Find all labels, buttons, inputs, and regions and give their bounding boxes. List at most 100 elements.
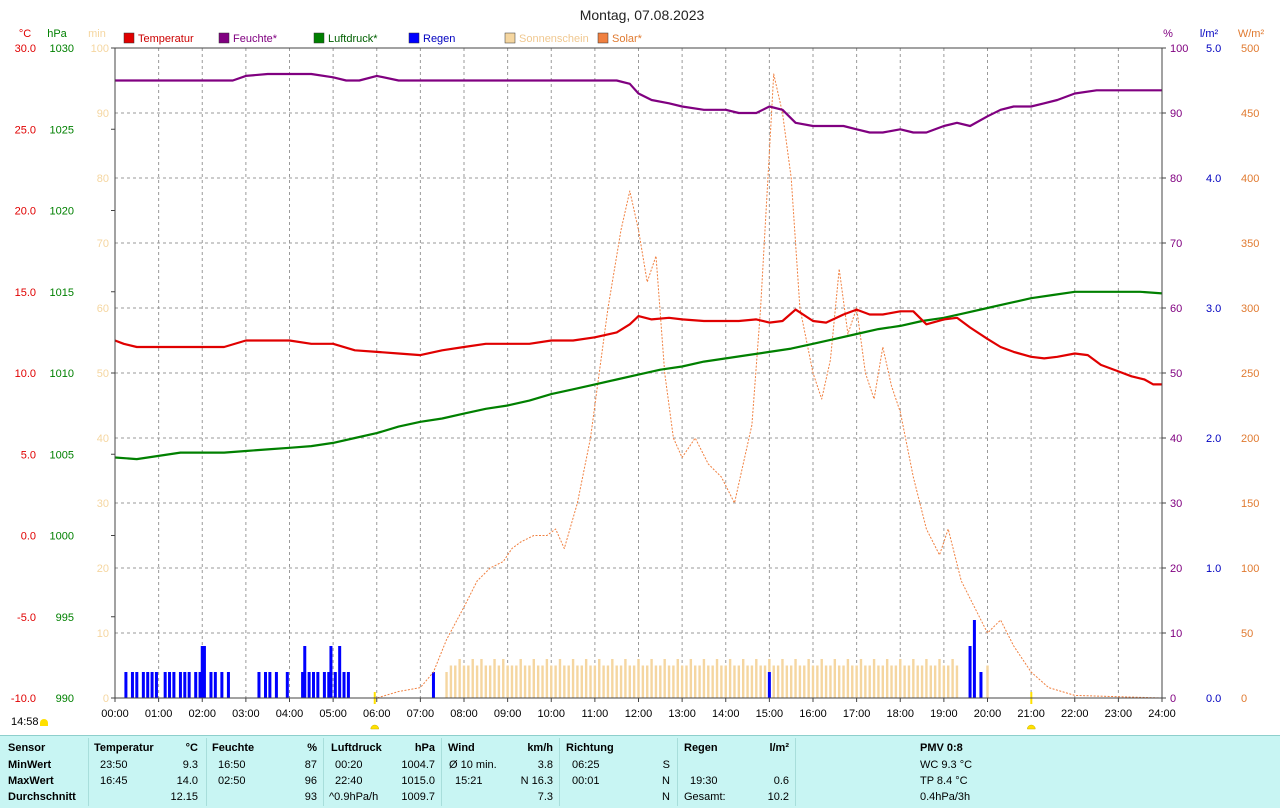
sunshine-bar [650, 659, 653, 698]
sunshine-bar [820, 659, 823, 698]
tick-label-temp: 20.0 [15, 206, 36, 218]
sunshine-bar [694, 665, 697, 698]
stats-header-sensor: Sensor [8, 742, 46, 754]
sunshine-bar [707, 665, 710, 698]
tick-label-x: 13:00 [668, 708, 696, 720]
sunshine-bar [781, 659, 784, 698]
rain-bar [200, 646, 204, 698]
sunshine-bar [663, 659, 666, 698]
divider [677, 738, 678, 806]
tick-label-x: 16:00 [799, 708, 827, 720]
sunshine-bar [550, 665, 553, 698]
sun-markers [370, 692, 1036, 730]
stats-col-pressure: Luftdruck hPa 00:20 1004.7 22:40 1015.0 … [323, 736, 441, 808]
rain-bar [264, 672, 268, 698]
rain-bar [274, 672, 278, 698]
rain-bar [198, 672, 202, 698]
tick-label-solar: 500 [1241, 43, 1259, 55]
tick-label-x: 03:00 [232, 708, 260, 720]
tick-label-x: 12:00 [625, 708, 653, 720]
rain-bar [979, 672, 983, 698]
tick-label-x: 20:00 [974, 708, 1002, 720]
sunshine-bar [484, 665, 488, 698]
sunshine-bar [759, 665, 762, 698]
sunshine-bar [807, 659, 810, 698]
stats-cell: 14.0 [176, 775, 198, 787]
sunshine-bar [733, 665, 736, 698]
sunshine-bar [497, 665, 501, 698]
stats-cell: WC 9.3 °C [920, 759, 973, 771]
tick-label-x: 05:00 [319, 708, 347, 720]
rain-bar [333, 672, 337, 698]
sunshine-bar [755, 659, 758, 698]
stats-header-hum: Feuchte [212, 742, 255, 754]
sunshine-bars [445, 659, 989, 698]
sunshine-bar [689, 659, 693, 698]
tick-label-x: 18:00 [886, 708, 914, 720]
tick-label-x: 07:00 [407, 708, 435, 720]
sunshine-bar [903, 665, 906, 698]
divider [795, 738, 796, 806]
stats-cell: 1004.7 [401, 759, 435, 771]
sunshine-bar [772, 665, 775, 698]
sunshine-bar [589, 665, 592, 698]
sunshine-bar [929, 665, 932, 698]
chart-legend: Temperatur Feuchte* Luftdruck* Regen Sonnens… [123, 32, 643, 45]
humidity-line [115, 72, 1162, 134]
tick-label-x: 00:00 [101, 708, 129, 720]
stats-header-rain-unit: l/m² [769, 742, 789, 754]
axis-unit-solar: W/m² [1238, 28, 1265, 40]
stats-cell: 9.3 [182, 759, 198, 771]
rain-bar [972, 620, 976, 698]
rain-bar [226, 672, 230, 698]
sun-marker-icon [370, 724, 380, 730]
stats-cell: 0.6 [773, 775, 789, 787]
tick-label-pressure: 1005 [50, 449, 74, 461]
tick-label-x: 14:00 [712, 708, 740, 720]
stats-col-rain: Regen l/m² 19:30 0.6 Gesamt: 10.2 [677, 736, 795, 808]
rain-bar [268, 672, 272, 698]
rain-bar [168, 672, 172, 698]
axis-unit-humidity: % [1163, 28, 1173, 40]
legend-swatch [123, 32, 135, 44]
axis-unit-sun: min [88, 28, 106, 40]
stats-cell: 16:45 [100, 775, 128, 787]
tick-label-pressure: 1015 [50, 287, 74, 299]
tick-label-x: 04:00 [276, 708, 304, 720]
sunshine-bar [899, 659, 902, 698]
tick-label-humidity: 80 [1170, 173, 1182, 185]
stats-cell: 0.4hPa/3h [920, 791, 971, 803]
rain-bar [316, 672, 320, 698]
tick-label-pressure: 990 [56, 693, 74, 705]
tick-label-sun: 90 [97, 108, 109, 120]
tick-label-sun: 80 [97, 173, 109, 185]
sunshine-bar [628, 665, 631, 698]
sunshine-bar [742, 659, 745, 698]
tick-label-temp: -5.0 [17, 612, 36, 624]
sunshine-bar [567, 665, 570, 698]
sunshine-bar [951, 659, 954, 698]
sunshine-bar [824, 665, 828, 698]
sunshine-bar [986, 665, 989, 698]
tick-label-solar: 400 [1241, 173, 1259, 185]
sunshine-bar [598, 659, 601, 698]
sunshine-bar [480, 659, 483, 698]
sunshine-bar [554, 665, 557, 698]
tick-label-pressure: 1010 [50, 368, 74, 380]
sunshine-bar [864, 665, 867, 698]
sunshine-bar [925, 659, 928, 698]
stats-header-pmv: PMV 0:8 [920, 742, 963, 754]
rain-bar [154, 672, 158, 698]
sunshine-bar [711, 665, 714, 698]
sunshine-bar [445, 672, 448, 698]
tick-label-sun: 100 [91, 43, 109, 55]
sunshine-bar [523, 665, 527, 698]
stats-cell: 15:21 [455, 775, 483, 787]
rain-bar [968, 646, 972, 698]
sunshine-bar [746, 665, 749, 698]
tick-label-pressure: 1030 [50, 43, 74, 55]
sunshine-bar [659, 665, 662, 698]
sunshine-bar [920, 665, 924, 698]
sunshine-bar [454, 665, 457, 698]
sunshine-bar [458, 659, 461, 698]
